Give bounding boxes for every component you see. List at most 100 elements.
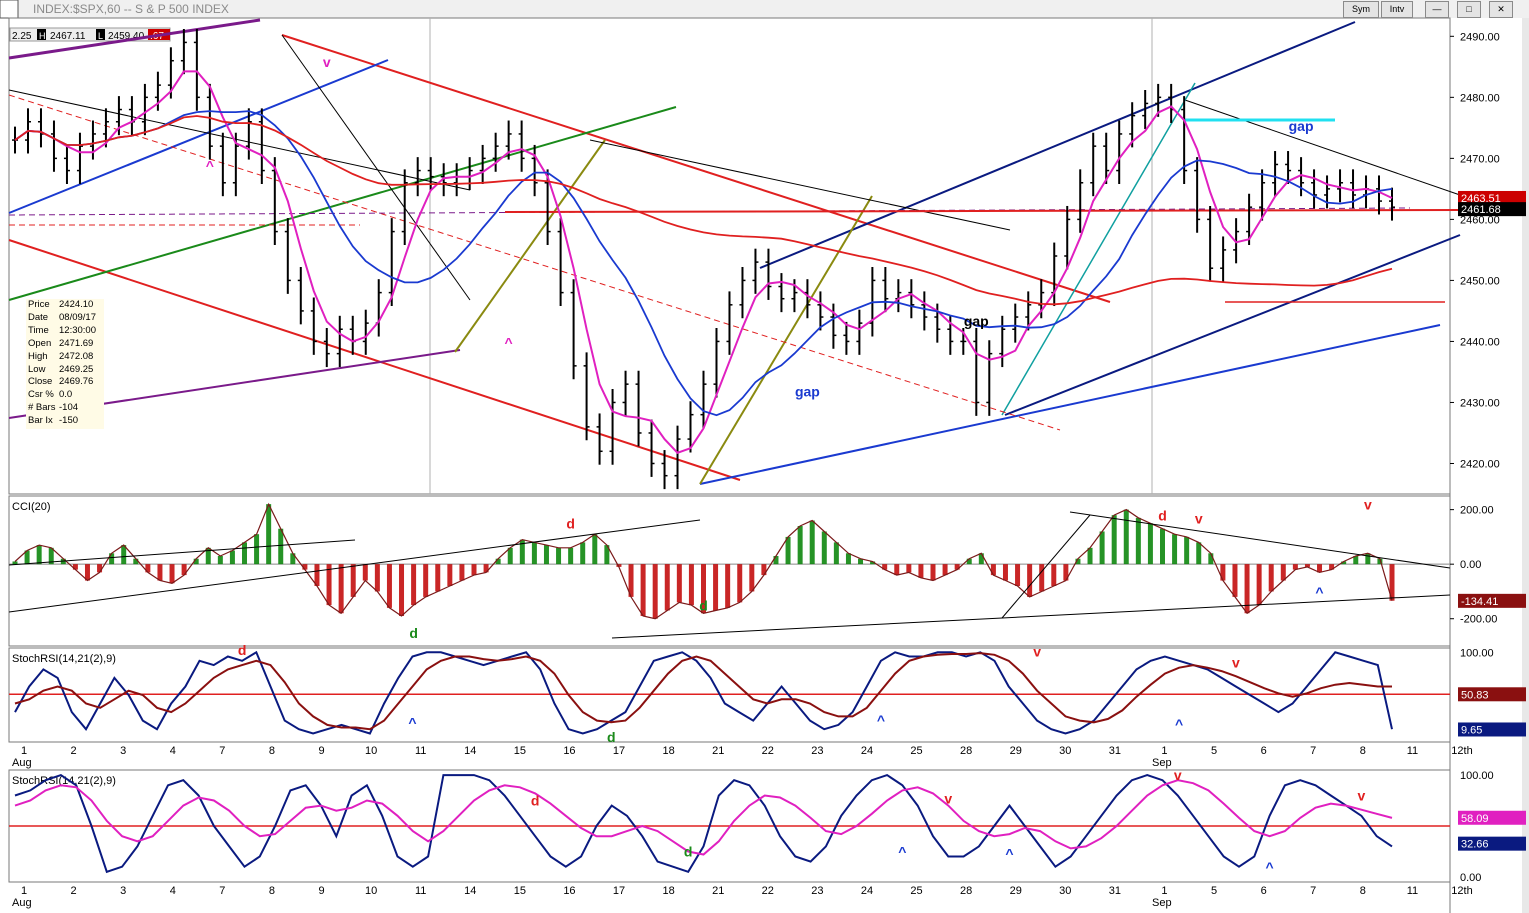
- stochrsi1-xtick-4: 7: [219, 745, 225, 757]
- stochrsi2-xtick-9: 14: [464, 885, 476, 897]
- stochrsi2-xtick-12: 17: [613, 885, 625, 897]
- trendline-9: [454, 139, 606, 353]
- trendline-3: [8, 59, 389, 214]
- annotation-stochrsi2-3: v: [944, 791, 952, 807]
- last-value-tag-price-1: [1458, 202, 1526, 217]
- data-row-barix: Bar Ix -150: [28, 415, 79, 427]
- stochrsi2-xtick-26: 7: [1310, 885, 1316, 897]
- trendline-0: [281, 34, 1111, 303]
- last-value-stochrsi2-1: 32.66: [1461, 839, 1489, 851]
- stochrsi1-month-sep: Sep: [1152, 757, 1172, 769]
- data-row-low: Low 2469.25: [28, 363, 94, 375]
- last-value-tag-stochrsi1-0: [1458, 687, 1526, 702]
- stochrsi1-xtick-6: 9: [318, 745, 324, 757]
- window-title: INDEX:$SPX,60 -- S & P 500 INDEX: [33, 2, 229, 16]
- last-value-stochrsi2-0: 58.09: [1461, 813, 1489, 825]
- ytick-label-price-2: 2470.00: [1460, 153, 1500, 165]
- quote-h-label: H: [39, 31, 46, 41]
- symbol-link-button[interactable]: Sym: [1343, 1, 1379, 18]
- stochrsi1-xtick-23: 1: [1161, 745, 1167, 757]
- stochrsi1-ytick-0: 100.00: [1460, 647, 1494, 659]
- stochrsi1-xtick-2: 3: [120, 745, 126, 757]
- stochrsi2-xtick-20: 29: [1010, 885, 1022, 897]
- stochrsi1-xtick-1: 2: [71, 745, 77, 757]
- minimize-icon[interactable]: —: [1425, 1, 1449, 18]
- annotation-cci-6: v: [1364, 497, 1372, 513]
- trendline-13: [589, 139, 1011, 231]
- stochrsi2-xtick-17: 24: [861, 885, 873, 897]
- stochrsi1-xtick-21: 30: [1059, 745, 1071, 757]
- stochrsi1-xtick-5: 8: [269, 745, 275, 757]
- data-row-price: Price 2424.10: [28, 299, 94, 310]
- stochrsi1-xtick-3: 4: [170, 745, 176, 757]
- last-value-cci-0: -134.41: [1461, 596, 1498, 608]
- interval-link-button[interactable]: Intv: [1381, 1, 1413, 18]
- panel-price: [8, 17, 1451, 495]
- stochrsi2-xtick-29: 12th: [1451, 885, 1472, 897]
- maximize-icon[interactable]: □: [1457, 1, 1481, 18]
- trendline-15: [1001, 82, 1196, 416]
- stochrsi2-xtick-8: 11: [415, 885, 426, 897]
- annotation-cci-0: d: [409, 625, 418, 641]
- stochrsi2-xtick-3: 4: [170, 885, 176, 897]
- trendline-6: [699, 324, 1441, 485]
- stochrsi1-xtick-26: 7: [1310, 745, 1316, 757]
- ytick-label-price-3: 2460.00: [1460, 214, 1500, 226]
- data-window: Price 2424.10 Date 08/09/17 Time 12:30:00 O…: [26, 299, 104, 429]
- stochrsi1-xtick-22: 31: [1109, 745, 1121, 757]
- close-icon[interactable]: ✕: [1489, 1, 1513, 18]
- quote-l-label: L: [98, 31, 103, 41]
- trendline-10: [699, 195, 873, 485]
- data-row-open: Open 2471.69: [28, 337, 94, 349]
- cci-trendline-0: [8, 519, 701, 613]
- data-row-high: High 2472.08: [28, 350, 94, 362]
- annotation-stochrsi2-5: v: [1174, 767, 1182, 783]
- stochrsi1-xtick-9: 14: [464, 745, 476, 757]
- ytick-label-cci-2: -200.00: [1460, 614, 1497, 626]
- trendline-4: [8, 18, 261, 60]
- app-icon: [0, 0, 19, 19]
- quote-bar: [9, 27, 171, 42]
- stochrsi2-xtick-11: 16: [563, 885, 575, 897]
- stochrsi1-xtick-16: 23: [811, 745, 823, 757]
- stochrsi2-xtick-27: 8: [1360, 885, 1366, 897]
- quote-h: 2467.11: [50, 31, 86, 42]
- ytick-label-price-0: 2490.00: [1460, 31, 1500, 43]
- annotation-price-0: v: [323, 54, 331, 70]
- stochrsi1-xtick-24: 5: [1211, 745, 1217, 757]
- last-value-price-1: 2461.68: [1461, 204, 1501, 216]
- stochrsi1-title: StochRSI(14,21(2),9): [12, 653, 116, 665]
- stochrsi2-xtick-2: 3: [120, 885, 126, 897]
- cci-trendline-2: [611, 594, 1451, 639]
- stochrsi1-xtick-10: 15: [514, 745, 526, 757]
- annotation-cci-1: d: [566, 516, 575, 532]
- stochrsi1-month-aug: Aug: [12, 757, 32, 769]
- annotation-stochrsi2-0: d: [531, 793, 540, 809]
- title-bar: [0, 0, 1529, 18]
- annotation-cci-2: d: [699, 598, 708, 614]
- stochrsi2-xtick-23: 1: [1161, 885, 1167, 897]
- quote-l-tag: [96, 29, 105, 40]
- stochrsi2-xtick-14: 21: [712, 885, 724, 897]
- annotation-cci-5: ^: [1315, 584, 1323, 600]
- stochrsi1-xtick-7: 10: [365, 745, 377, 757]
- data-row-csr: Csr % 0.0: [28, 389, 73, 401]
- stochrsi2-xtick-15: 22: [762, 885, 774, 897]
- stochrsi2-xtick-6: 9: [318, 885, 324, 897]
- stochrsi1-xtick-8: 11: [415, 745, 426, 757]
- stochrsi2-xtick-18: 25: [910, 885, 922, 897]
- trendline-7: [759, 21, 1356, 269]
- trendline-8: [1004, 234, 1461, 416]
- stochrsi2-xtick-1: 2: [71, 885, 77, 897]
- stochrsi1-xtick-15: 22: [762, 745, 774, 757]
- stochrsi2-xtick-10: 15: [514, 885, 526, 897]
- stochrsi2-xtick-13: 18: [662, 885, 674, 897]
- ytick-label-price-1: 2480.00: [1460, 92, 1500, 104]
- stochrsi1-xtick-18: 25: [910, 745, 922, 757]
- ma-slow-line: [14, 115, 1393, 306]
- annotation-stochrsi1-0: d: [238, 642, 247, 658]
- stochrsi1-xtick-19: 28: [960, 745, 972, 757]
- cci-trendline-3: [1001, 514, 1091, 619]
- stochrsi1-xtick-13: 18: [662, 745, 674, 757]
